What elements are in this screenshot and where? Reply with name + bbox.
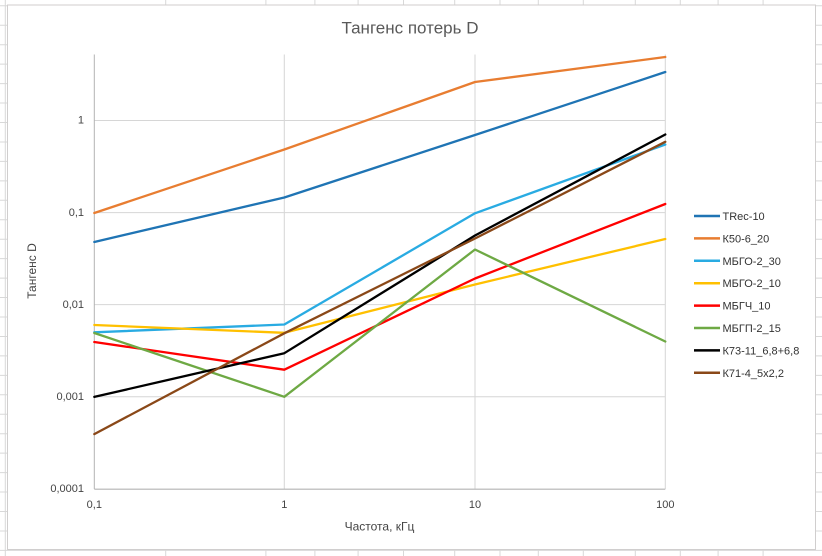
svg-text:0,1: 0,1	[87, 499, 102, 511]
svg-text:100: 100	[656, 499, 674, 511]
svg-text:Тангенс D: Тангенс D	[25, 243, 39, 299]
svg-text:К73-11_6,8+6,8: К73-11_6,8+6,8	[723, 345, 800, 357]
svg-text:Частота, кГц: Частота, кГц	[345, 520, 415, 534]
svg-text:0,1: 0,1	[69, 207, 84, 219]
svg-text:0,001: 0,001	[56, 391, 84, 403]
svg-text:Тангенс потерь D: Тангенс потерь D	[341, 19, 478, 38]
svg-text:0,01: 0,01	[63, 299, 84, 311]
svg-text:МБГО-2_10: МБГО-2_10	[723, 278, 781, 290]
svg-text:0,0001: 0,0001	[50, 483, 84, 495]
svg-text:TRec-10: TRec-10	[723, 211, 765, 223]
svg-text:1: 1	[281, 499, 287, 511]
svg-text:К50-6_20: К50-6_20	[723, 233, 770, 245]
svg-text:МБГО-2_30: МБГО-2_30	[723, 256, 781, 268]
svg-text:МБГЧ_10: МБГЧ_10	[723, 301, 771, 313]
svg-text:10: 10	[469, 499, 481, 511]
svg-text:1: 1	[78, 115, 84, 127]
svg-text:МБГП-2_15: МБГП-2_15	[723, 323, 781, 335]
svg-text:К71-4_5х2,2: К71-4_5х2,2	[723, 368, 784, 380]
